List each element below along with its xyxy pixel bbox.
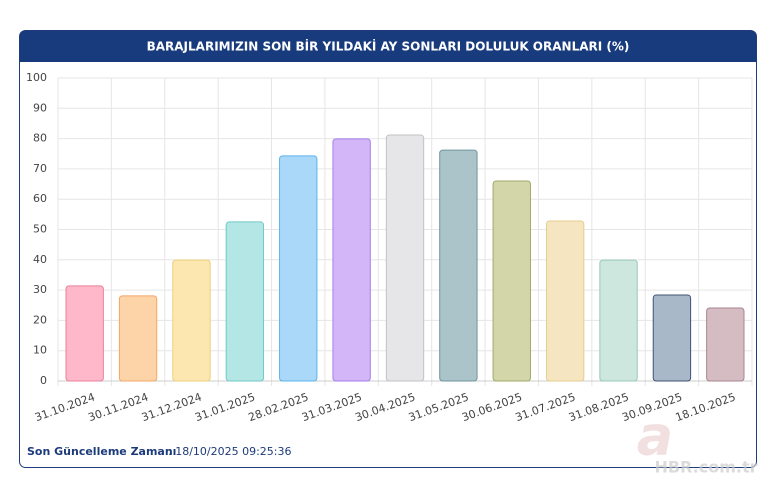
y-tick-label: 30	[33, 283, 47, 296]
bar	[65, 285, 104, 382]
update-label: Son Güncelleme Zamanı	[27, 445, 176, 458]
y-tick-label: 100	[26, 71, 47, 84]
bar	[332, 138, 371, 382]
bar	[652, 294, 692, 382]
bar	[439, 149, 478, 382]
bar	[225, 221, 265, 382]
y-tick-label: 10	[33, 344, 47, 357]
y-tick-label: 70	[33, 162, 47, 175]
y-tick-label: 50	[33, 223, 47, 236]
y-tick-label: 90	[33, 101, 47, 114]
watermark-logo: a	[637, 405, 673, 468]
y-tick-label: 0	[40, 374, 47, 387]
bar	[385, 134, 425, 382]
chart-title: BARAJLARIMIZIN SON BİR YILDAKİ AY SONLAR…	[147, 39, 630, 54]
header	[19, 30, 757, 62]
update-value: : 18/10/2025 09:25:36	[168, 445, 292, 458]
bar	[492, 180, 531, 382]
y-tick-label: 20	[33, 313, 47, 326]
y-tick-label: 60	[33, 192, 47, 205]
bar	[279, 155, 318, 382]
bar	[706, 307, 745, 382]
watermark-text: HBR.com.tr	[654, 458, 757, 477]
bar	[172, 259, 211, 382]
bar	[599, 259, 638, 382]
bar	[545, 220, 585, 382]
y-tick-label: 80	[33, 132, 47, 145]
bar	[118, 295, 158, 382]
y-tick-label: 40	[33, 253, 47, 266]
